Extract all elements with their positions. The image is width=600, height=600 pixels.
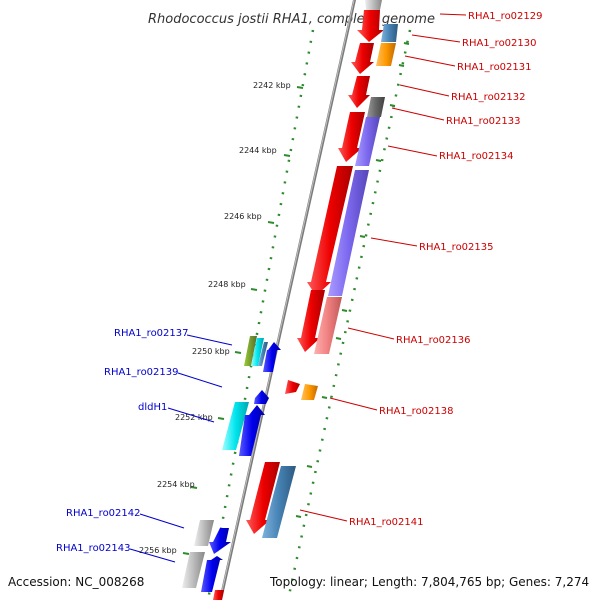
tick-label: 2246 kbp	[224, 212, 262, 221]
gene-ro02137-olive[interactable]	[244, 336, 257, 366]
gene-label-left[interactable]: RHA1_ro02139	[104, 367, 179, 378]
gene-ro02135-purple[interactable]	[328, 170, 369, 296]
gene-ro02130[interactable]	[357, 10, 384, 42]
gene-ro02135[interactable]	[307, 166, 353, 296]
gene-label-right[interactable]: RHA1_ro02130	[462, 38, 537, 49]
gene-ro02138-orange[interactable]	[301, 384, 318, 400]
gene-ro02138-red[interactable]	[285, 380, 300, 394]
gene-label-right[interactable]: RHA1_ro02131	[457, 62, 532, 73]
gene-label-left[interactable]: RHA1_ro02143	[56, 543, 131, 554]
gene-ro02137-steel[interactable]	[258, 342, 268, 366]
tick-label: 2254 kbp	[157, 480, 195, 489]
tick-mark	[190, 486, 198, 489]
gene-label-right[interactable]: RHA1_ro02134	[439, 151, 514, 162]
gene-ro02131-orange[interactable]	[376, 43, 396, 66]
tick-label: 2250 kbp	[192, 347, 230, 356]
left-leader-lines	[129, 334, 233, 563]
right-leader-lines	[299, 13, 467, 522]
gene-ro02134[interactable]	[338, 112, 365, 162]
gene-label-left[interactable]: RHA1_ro02142	[66, 508, 141, 519]
right-dotted-guide	[286, 29, 412, 600]
gene-ro02129[interactable]	[365, 0, 382, 10]
reverse-genes	[262, 24, 398, 538]
gene-label-left[interactable]: dldH1	[138, 402, 167, 413]
gene-ro02137-blue[interactable]	[263, 342, 281, 372]
gene-label-right[interactable]: RHA1_ro02136	[396, 335, 471, 346]
right-tick-marks	[295, 42, 410, 518]
genome-backbone-highlight	[219, 0, 355, 600]
gene-ro02143-gray[interactable]	[182, 552, 205, 588]
gene-label-right[interactable]: RHA1_ro02132	[451, 92, 526, 103]
topology-text: Topology: linear; Length: 7,804,765 bp; …	[269, 575, 589, 589]
gene-ro02141-red[interactable]	[246, 462, 280, 534]
gene-label-right[interactable]: RHA1_ro02138	[379, 406, 454, 417]
gene-label-left[interactable]: RHA1_ro02137	[114, 328, 189, 339]
tick-mark	[217, 417, 225, 420]
tick-label: 2248 kbp	[208, 280, 246, 289]
tick-marks	[182, 86, 304, 555]
gene-label-right[interactable]: RHA1_ro02129	[468, 11, 543, 22]
gene-ro02134-purple[interactable]	[355, 117, 380, 166]
forward-genes	[246, 0, 384, 534]
gene-ro02136-pink[interactable]	[314, 297, 342, 354]
tick-label: 2242 kbp	[253, 81, 291, 90]
gene-bottom-red[interactable]	[213, 590, 224, 600]
tick-mark	[234, 351, 242, 354]
gene-label-right[interactable]: RHA1_ro02135	[419, 242, 494, 253]
gene-ro02139-blue[interactable]	[254, 390, 269, 404]
gene-dldH1-blue[interactable]	[239, 405, 265, 456]
gene-ro02136-red[interactable]	[297, 290, 325, 352]
gene-ro02132[interactable]	[348, 76, 370, 108]
gene-ro02142-blue[interactable]	[209, 528, 231, 554]
tick-label: 2244 kbp	[239, 146, 277, 155]
gene-ro02137-cyan[interactable]	[251, 338, 264, 366]
tick-mark	[182, 552, 190, 555]
tick-mark	[296, 86, 304, 89]
tick-mark	[283, 154, 291, 157]
gene-label-right[interactable]: RHA1_ro02133	[446, 116, 521, 127]
gene-ro02141-steel[interactable]	[262, 466, 296, 538]
tick-mark	[250, 288, 258, 291]
gene-ro02143-blue[interactable]	[201, 556, 223, 592]
accession-text: Accession: NC_008268	[8, 575, 144, 589]
gene-ro02142-gray[interactable]	[194, 520, 214, 546]
tick-label: 2256 kbp	[139, 546, 177, 555]
tick-mark	[267, 221, 275, 224]
gene-ro02133-dark[interactable]	[367, 97, 385, 117]
gene-label-right[interactable]: RHA1_ro02141	[349, 517, 424, 528]
gene-dldH1-cyan[interactable]	[222, 402, 249, 450]
gene-ro02130-steel[interactable]	[381, 24, 398, 42]
tick-label: 2252 kbp	[175, 413, 213, 422]
left-genes	[182, 336, 281, 600]
gene-ro02131[interactable]	[351, 43, 374, 74]
